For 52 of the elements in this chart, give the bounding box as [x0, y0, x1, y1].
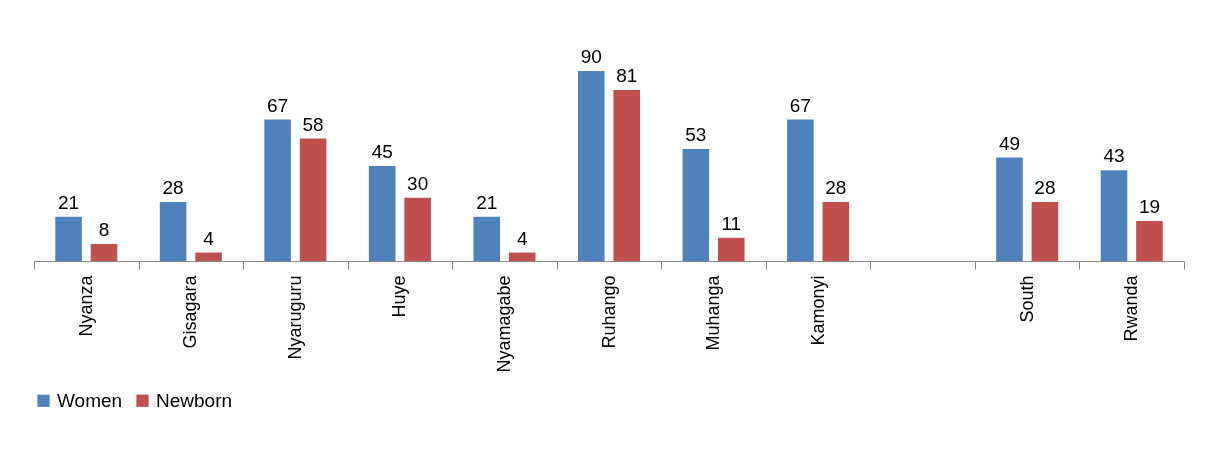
bar [508, 252, 536, 261]
data-label: 19 [1138, 195, 1161, 217]
bar [264, 119, 291, 261]
data-label: 67 [267, 94, 289, 116]
data-label: 53 [685, 124, 707, 146]
data-label: 4 [516, 227, 528, 249]
bar [996, 157, 1023, 261]
data-label: 28 [825, 176, 847, 198]
x-tick-label: Nyanza [75, 274, 96, 337]
data-label: 81 [616, 65, 638, 86]
data-label: 90 [580, 46, 602, 67]
data-label: 11 [721, 212, 742, 234]
x-tick-label: South [1016, 275, 1037, 323]
data-label: 4 [203, 227, 215, 249]
x-tick-label: Huye [389, 275, 410, 318]
bar [682, 149, 710, 261]
bar [55, 216, 82, 261]
bar [717, 237, 745, 261]
bar [577, 71, 605, 261]
bar [822, 201, 850, 261]
data-label: 58 [302, 113, 324, 135]
x-tick-label: Nyaruguru [284, 275, 305, 360]
data-label: 67 [789, 94, 811, 116]
legend-label: Newborn [156, 389, 233, 411]
bar [613, 90, 641, 261]
bar [404, 197, 431, 261]
x-tick-label: Kamonyi [807, 275, 828, 346]
x-tick-label: Gisagara [180, 274, 201, 349]
data-label: 43 [1103, 145, 1125, 167]
x-tick-label: Rwanda [1121, 274, 1142, 342]
data-label: 49 [998, 132, 1021, 154]
data-label: 8 [98, 219, 110, 241]
bar [1136, 220, 1163, 261]
bar [787, 119, 814, 261]
data-label: 28 [162, 176, 184, 198]
bar [368, 166, 396, 261]
bar [90, 244, 118, 261]
data-label: 45 [371, 141, 393, 162]
bar [195, 252, 222, 261]
data-label: 30 [407, 172, 429, 194]
bar [1100, 170, 1128, 261]
bar [299, 138, 327, 261]
x-tick-label: Nyamagabe [493, 275, 514, 373]
bar [473, 216, 501, 261]
data-label: 28 [1034, 176, 1056, 198]
data-label: 21 [476, 191, 498, 213]
x-tick-label: Muhanga [703, 274, 724, 351]
data-label: 21 [57, 191, 80, 213]
bar [159, 201, 187, 261]
bar [1031, 201, 1059, 261]
x-tick-label: Ruhango [598, 275, 619, 349]
legend-label: Women [57, 389, 123, 411]
